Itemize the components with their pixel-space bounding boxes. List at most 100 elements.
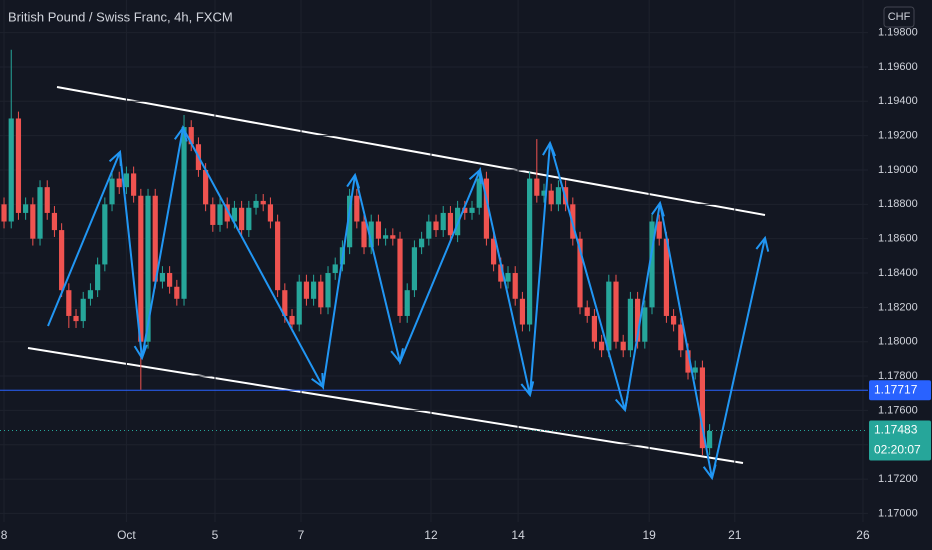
candle-body xyxy=(498,264,504,282)
candle-body xyxy=(66,290,72,316)
candle-body xyxy=(426,221,432,239)
arrowhead xyxy=(468,167,482,185)
candle-body xyxy=(692,367,698,373)
candle-body xyxy=(483,178,490,239)
candle-body xyxy=(584,307,590,316)
currency[interactable]: CHF xyxy=(888,11,911,23)
candle-body xyxy=(404,290,410,316)
y-tick-label: 1.18000 xyxy=(878,336,918,348)
candle-body xyxy=(707,430,713,449)
y-tick-label: 1.19000 xyxy=(878,164,918,176)
candle-body xyxy=(59,230,65,291)
candle-body xyxy=(217,204,223,225)
candle-body xyxy=(627,298,634,351)
candle-body xyxy=(138,195,144,342)
candle-body xyxy=(397,238,403,316)
candle-body xyxy=(419,238,425,248)
last-price-label: 1.17483 xyxy=(874,423,918,437)
candle-body xyxy=(253,200,259,208)
candle-body xyxy=(512,273,518,299)
candle-body xyxy=(95,264,101,291)
candle-body xyxy=(152,195,158,282)
x-tick-label: 7 xyxy=(298,528,305,542)
candle-body xyxy=(325,273,331,308)
candle-body xyxy=(30,204,36,239)
price-line-label: 1.17717 xyxy=(874,382,918,396)
candle-body xyxy=(577,238,583,308)
candle-body xyxy=(51,212,58,231)
x-tick-label: 26 xyxy=(856,528,870,542)
candle-body xyxy=(555,187,562,205)
drawings xyxy=(27,86,766,464)
y-tick-label: 1.18800 xyxy=(878,198,918,210)
last-price-tag xyxy=(869,420,931,461)
candle-body xyxy=(181,127,187,299)
candle-body xyxy=(318,281,324,308)
y-tick-label: 1.19400 xyxy=(878,95,918,107)
candle-body xyxy=(123,173,130,188)
candle-body xyxy=(1,204,7,222)
candle-body xyxy=(527,178,533,325)
candle-body xyxy=(469,207,475,213)
channel-top xyxy=(56,86,766,216)
arrowhead xyxy=(311,372,325,390)
candle-body xyxy=(663,238,670,316)
arrowhead xyxy=(133,344,148,361)
candle-body xyxy=(37,187,43,239)
candle-body xyxy=(606,281,612,351)
candle-body xyxy=(102,204,108,265)
currency-button[interactable] xyxy=(883,6,915,28)
candle-body xyxy=(440,212,446,231)
candle-body xyxy=(167,273,173,287)
chart-title: British Pound / Swiss Franc, 4h, FXCM xyxy=(8,9,233,24)
candle-body xyxy=(44,187,50,213)
candles xyxy=(1,49,713,456)
x-tick-label: 19 xyxy=(642,528,656,542)
candle-body xyxy=(267,204,274,222)
arrowhead xyxy=(108,149,122,167)
candle-body xyxy=(591,315,598,342)
y-tick-label: 1.19600 xyxy=(878,61,918,73)
candle-body xyxy=(80,298,86,322)
candle-body xyxy=(390,235,396,239)
arrowhead xyxy=(702,464,717,481)
candle-body xyxy=(375,221,382,239)
x-tick-label: Oct xyxy=(117,528,136,542)
candle-body xyxy=(462,207,468,213)
candle-body xyxy=(203,169,209,205)
y-tick-label: 1.17800 xyxy=(878,370,918,382)
channel-bottom xyxy=(27,347,744,464)
candle-body xyxy=(303,281,310,299)
candle-body xyxy=(519,298,526,325)
candle-body xyxy=(656,221,662,239)
candle-body xyxy=(159,273,166,282)
candle-body xyxy=(311,281,317,299)
candle-body xyxy=(23,204,29,213)
y-tick-label: 1.19200 xyxy=(878,130,918,142)
candle-body xyxy=(447,212,454,236)
candle-body xyxy=(275,221,281,291)
candle-body xyxy=(145,195,151,342)
candle-body xyxy=(491,238,497,265)
candle-body xyxy=(361,221,367,248)
candle-body xyxy=(678,324,684,351)
candle-body xyxy=(347,195,353,248)
candle-body xyxy=(131,173,137,196)
price-line-tag xyxy=(869,380,931,401)
arrowhead xyxy=(755,235,770,252)
candle-body xyxy=(15,118,22,213)
candle-body xyxy=(599,341,605,351)
candle-body xyxy=(642,307,648,342)
candle-body xyxy=(685,350,691,373)
candle-body xyxy=(699,367,706,449)
candle-body xyxy=(109,178,115,205)
x-tick-label: 21 xyxy=(728,528,742,542)
arrowheads xyxy=(108,125,770,481)
candle-body xyxy=(505,273,511,282)
candle-body xyxy=(210,204,216,225)
y-tick-label: 1.18200 xyxy=(878,301,918,313)
candle-body xyxy=(613,281,619,342)
candle-body xyxy=(188,127,194,145)
